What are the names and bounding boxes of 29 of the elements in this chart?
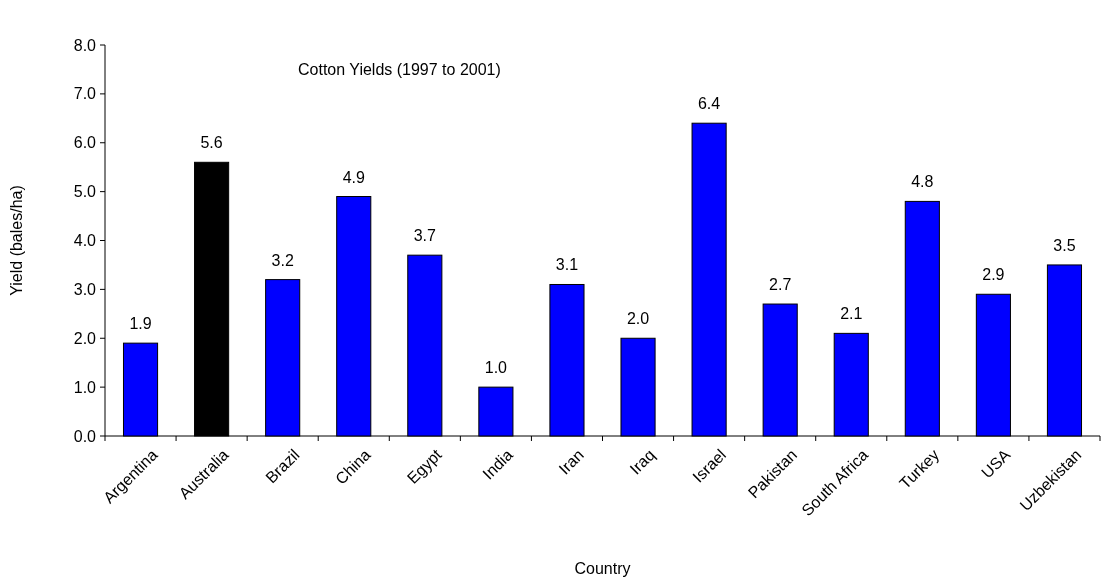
y-axis-title: Yield (bales/ha) — [8, 185, 25, 296]
data-label: 6.4 — [697, 95, 721, 113]
y-tick-label: 2.0 — [73, 329, 97, 347]
data-label: 5.6 — [200, 134, 223, 152]
data-label: 1.0 — [484, 359, 508, 377]
y-tick-label: 4.0 — [73, 232, 97, 250]
data-label: 2.7 — [769, 276, 792, 294]
x-axis-title: Country — [574, 560, 631, 577]
y-tick-label: 8.0 — [73, 36, 97, 54]
data-label: 2.9 — [982, 266, 1005, 284]
data-label: 4.9 — [342, 168, 365, 186]
y-tick-label: 5.0 — [73, 183, 97, 201]
data-label: 3.1 — [555, 256, 579, 274]
data-label: 4.8 — [911, 173, 934, 191]
data-label: 3.7 — [413, 227, 437, 245]
data-label: 3.5 — [1053, 236, 1076, 254]
data-label: 1.9 — [129, 315, 152, 333]
x-tick-label: USA — [978, 445, 1014, 482]
data-label: 2.1 — [840, 305, 863, 323]
data-label: 3.2 — [271, 251, 294, 269]
y-tick-label: 0.0 — [73, 427, 97, 445]
y-tick-label: 7.0 — [73, 85, 97, 103]
x-tick-label: Iraq — [626, 446, 659, 478]
y-tick-label: 1.0 — [73, 378, 97, 396]
x-tick-label: Iran — [555, 446, 588, 478]
text: Cotton Yields (1997 to 2001) — [298, 61, 501, 78]
y-tick-label: 3.0 — [73, 280, 97, 298]
y-tick-label: 6.0 — [73, 134, 97, 152]
data-label: 2.0 — [626, 310, 650, 328]
